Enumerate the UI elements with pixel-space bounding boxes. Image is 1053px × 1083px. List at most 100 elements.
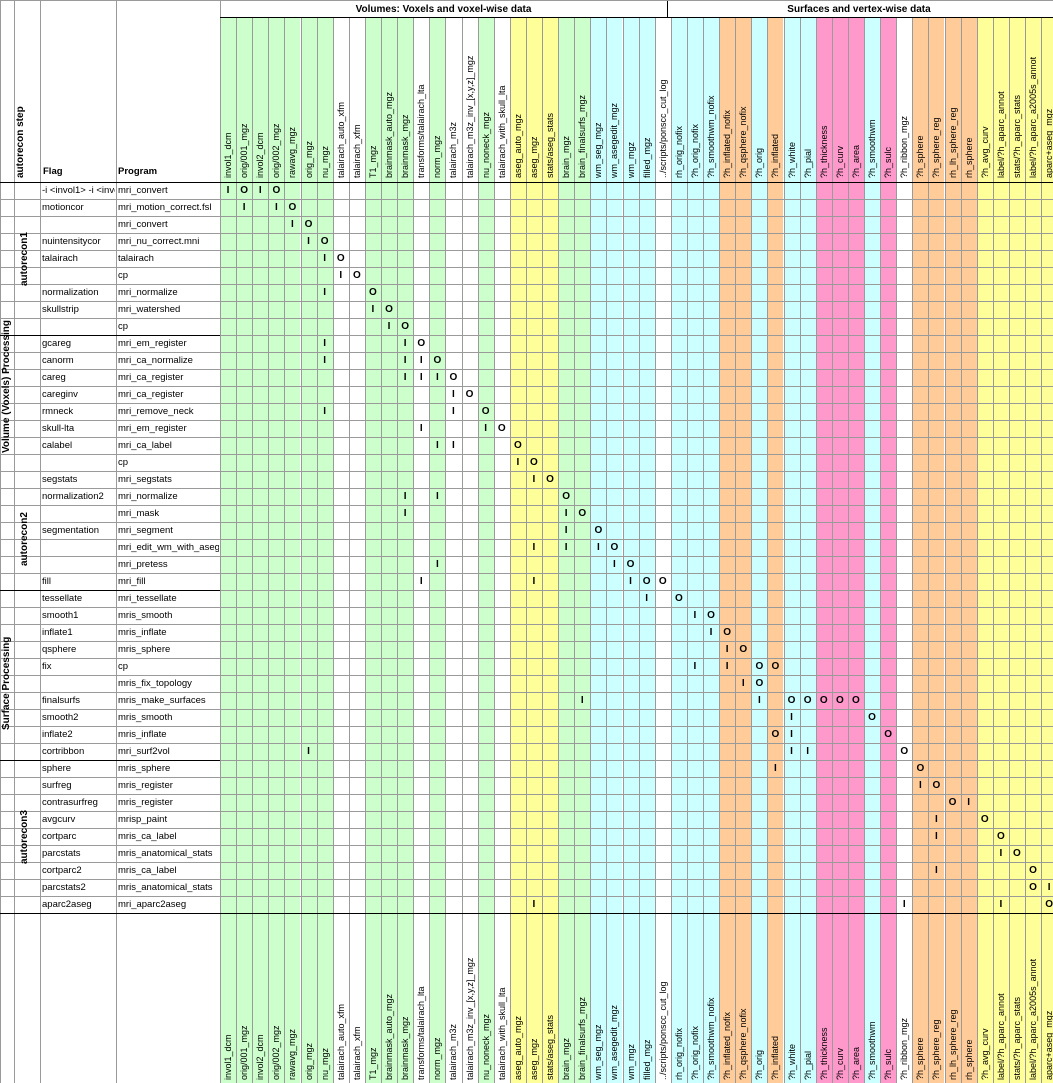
- output-mark: O: [771, 661, 780, 672]
- column-header: filled_mgz: [641, 137, 652, 178]
- output-mark: O: [562, 491, 571, 502]
- row-flag: segstats: [42, 474, 78, 485]
- output-mark: O: [481, 406, 490, 417]
- column-footer: ?h_sulc: [883, 1048, 894, 1080]
- output-mark: O: [1029, 882, 1037, 893]
- output-mark: O: [803, 695, 812, 706]
- column-footer: ?h_orig_nofix: [689, 1025, 700, 1080]
- row-program: mri_fill: [118, 576, 146, 587]
- row-flag: rmneck: [42, 406, 74, 417]
- column-header: label/?h_aparc_a2005s_annot: [1028, 56, 1038, 178]
- column-gridline: [976, 18, 978, 1083]
- column-gridline: [381, 18, 382, 1083]
- output-mark: O: [819, 695, 828, 706]
- output-mark: O: [868, 712, 876, 723]
- group-label-autorecon1: autorecon1: [19, 231, 30, 286]
- column-footer: orig_mgz: [303, 1042, 314, 1080]
- column-footer: label/?h_aparc_a2005s_annot: [1028, 958, 1038, 1080]
- column-gridline: [896, 18, 898, 1083]
- column-gridline: [622, 18, 624, 1083]
- input-mark: I: [435, 559, 439, 570]
- column-footer: orig/001_mgz: [239, 1025, 250, 1080]
- column-gridline: [751, 18, 753, 1083]
- column-footer: nu_noneck_mgz: [480, 1013, 491, 1080]
- input-mark: I: [323, 338, 327, 349]
- row-flag: nuintensitycor: [42, 236, 101, 247]
- output-mark: O: [369, 287, 377, 298]
- column-footer: brain_finalsurfs_mgz: [577, 996, 588, 1080]
- row-program: mri_em_register: [118, 338, 187, 349]
- column-header: ?h_sphere_reg: [931, 117, 942, 178]
- input-mark: I: [323, 253, 327, 264]
- column-header: ?h_orig_nofix: [689, 123, 700, 178]
- column-footer: aparc+aseg_mgz: [1044, 1010, 1053, 1080]
- column-footer: wm_asegedit_mgz: [609, 1004, 620, 1080]
- output-mark: O: [594, 525, 603, 536]
- column-gridline: [686, 18, 688, 1083]
- header-rule: [220, 17, 1053, 18]
- column-footer: ?h_white: [786, 1043, 797, 1080]
- row-program: mris_inflate: [118, 627, 167, 638]
- column-gridline: [445, 18, 447, 1083]
- column-header: aparc+aseg_mgz: [1044, 108, 1053, 178]
- output-mark: O: [852, 695, 860, 706]
- column-gridline: [477, 18, 479, 1083]
- column-header: ?h_qsphere_nofix: [738, 106, 749, 178]
- column-header: ?h_area: [850, 144, 861, 178]
- column-header: rh_orig_nofix: [673, 125, 684, 178]
- output-mark: O: [900, 746, 909, 757]
- row-program: mris_anatomical_stats: [118, 882, 213, 893]
- column-gridline: [332, 18, 334, 1083]
- input-mark: I: [403, 338, 407, 349]
- column-footer: ?h_sphere_reg: [931, 1019, 942, 1080]
- input-mark: I: [613, 559, 616, 570]
- input-mark: I: [291, 219, 294, 230]
- input-mark: I: [709, 627, 713, 638]
- row-flag: talairach: [42, 253, 78, 264]
- group-rule: [0, 590, 220, 591]
- row-program: mri_ca_normalize: [118, 355, 193, 366]
- input-mark: I: [403, 508, 407, 519]
- output-mark: O: [755, 661, 764, 672]
- input-mark: I: [1047, 882, 1051, 893]
- column-footer: brainmask_mgz: [400, 1016, 411, 1080]
- column-header: talairach_with_skull_lta: [496, 85, 507, 178]
- row-flag: sphere: [42, 763, 72, 774]
- input-mark: I: [403, 491, 407, 502]
- output-mark: O: [513, 440, 522, 451]
- input-mark: I: [693, 661, 697, 672]
- column-footer: aseg_auto_mgz: [512, 1015, 523, 1080]
- column-header: ?h_smoothwm_nofix: [706, 95, 716, 178]
- column-header: rawavg_mgz: [287, 126, 298, 178]
- row-flag: cortparc: [42, 831, 77, 842]
- column-gridline: [284, 18, 286, 1083]
- output-mark: O: [417, 338, 426, 349]
- row-flag: parcstats: [42, 848, 81, 859]
- column-gridline: [1008, 18, 1010, 1083]
- row-program: talairach: [118, 253, 154, 264]
- output-mark: O: [385, 304, 393, 315]
- input-mark: I: [323, 406, 327, 417]
- column-footer: transforms/talairach_lta: [416, 986, 427, 1080]
- output-mark: O: [771, 729, 780, 740]
- output-mark: O: [723, 627, 732, 638]
- column-gridline: [960, 18, 962, 1083]
- input-mark: I: [419, 576, 423, 587]
- input-mark: I: [999, 848, 1003, 859]
- group-label-volume: Volume (Voxels) Processing: [1, 319, 12, 453]
- input-mark: I: [516, 457, 520, 468]
- column-gridline: [40, 0, 41, 1083]
- column-footer: ../scripts/ponscc_cut_log: [657, 981, 668, 1080]
- column-header: ?h_ribbon_mgz: [899, 115, 910, 178]
- row-flag: smooth1: [42, 610, 79, 621]
- row-program: cp: [118, 270, 129, 281]
- column-header: brainmask_auto_mgz: [384, 91, 394, 178]
- column-footer: ?h_avg_curv: [979, 1028, 990, 1080]
- column-header: orig/001_mgz: [239, 123, 250, 178]
- input-mark: I: [323, 287, 327, 298]
- column-gridline: [606, 18, 608, 1083]
- output-mark: O: [578, 508, 587, 519]
- input-mark: I: [339, 270, 343, 281]
- row-program: mris_fix_topology: [118, 678, 192, 689]
- section-rule: [0, 182, 1053, 183]
